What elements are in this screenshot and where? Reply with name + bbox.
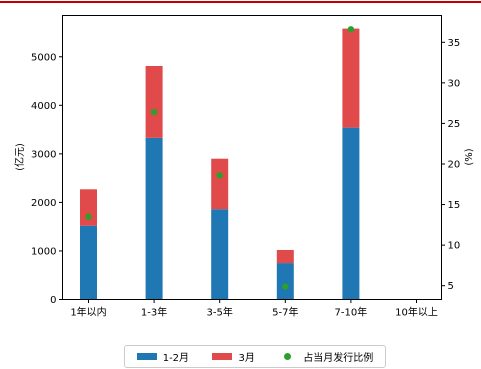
legend-swatch-series-2 xyxy=(212,353,233,360)
y-tick-label-left-4: 4000 xyxy=(31,101,56,112)
y-tick-label-right-0: 5 xyxy=(448,281,454,292)
legend-label-series-3: 占当月发行比例 xyxy=(303,353,374,364)
point-series-3-3 xyxy=(282,283,289,290)
y-axis-left: 0 1000 2000 3000 4000 5000 xyxy=(31,52,63,306)
legend-label-series-1: 1-2月 xyxy=(162,353,190,364)
y-tick-label-right-5: 30 xyxy=(448,78,461,89)
y-tick-label-left-3: 3000 xyxy=(31,149,56,160)
legend-swatch-series-1 xyxy=(136,353,157,360)
y-tick-label-left-5: 5000 xyxy=(31,52,56,63)
y-tick-label-right-6: 35 xyxy=(448,38,461,49)
bar-series-2-0 xyxy=(80,189,97,226)
y-axis-label-left: (亿元) xyxy=(13,143,26,171)
y-tick-label-left-1: 1000 xyxy=(31,246,56,257)
point-series-3-4 xyxy=(347,26,355,33)
legend-marker-series-3 xyxy=(284,353,292,360)
y-axis-right: 5 10 15 20 25 30 35 xyxy=(441,38,461,292)
bar-series-2-1 xyxy=(145,65,163,138)
y-axis-label-right: (%) xyxy=(464,148,475,165)
x-tick-label-4: 7-10年 xyxy=(335,306,368,319)
y-tick-label-right-1: 10 xyxy=(448,241,461,252)
legend-item-series-2: 3月 xyxy=(212,349,255,364)
x-tick-label-1: 1-3年 xyxy=(141,306,167,319)
y-tick-label-right-3: 20 xyxy=(448,159,461,170)
x-tick-label-5: 10年以上 xyxy=(395,306,438,319)
y-tick-label-left-0: 0 xyxy=(50,295,56,306)
top-border-line xyxy=(0,1,481,3)
bar-series-1-3 xyxy=(276,263,294,300)
plot-frame xyxy=(62,15,442,300)
x-tick-label-2: 3-5年 xyxy=(207,306,233,319)
x-tick-label-0: 1年以内 xyxy=(70,306,106,319)
y-tick-label-right-2: 15 xyxy=(448,200,461,211)
legend: 1-2月 3月 占当月发行比例 xyxy=(124,345,386,368)
legend-label-series-2: 3月 xyxy=(238,353,255,364)
x-axis: 1年以内 1-3年 3-5年 5-7年 7-10年 10年以上 xyxy=(70,299,438,319)
point-series-3-2 xyxy=(216,172,223,179)
bars-group xyxy=(80,28,360,300)
bar-series-1-1 xyxy=(145,137,163,300)
x-tick-label-3: 5-7年 xyxy=(272,306,298,319)
legend-item-series-3: 占当月发行比例 xyxy=(278,349,373,364)
points-group xyxy=(85,26,355,290)
bar-series-1-2 xyxy=(211,209,229,300)
bar-series-1-4 xyxy=(342,127,360,300)
bar-series-2-2 xyxy=(211,158,229,210)
bar-series-2-4 xyxy=(342,28,360,128)
legend-item-series-1: 1-2月 xyxy=(136,349,190,364)
point-series-3-0 xyxy=(85,213,92,220)
y-tick-label-right-4: 25 xyxy=(448,119,461,130)
bar-series-1-0 xyxy=(80,225,97,300)
y-tick-label-left-2: 2000 xyxy=(31,198,56,209)
bar-series-2-3 xyxy=(276,249,294,264)
point-series-3-1 xyxy=(150,108,158,116)
